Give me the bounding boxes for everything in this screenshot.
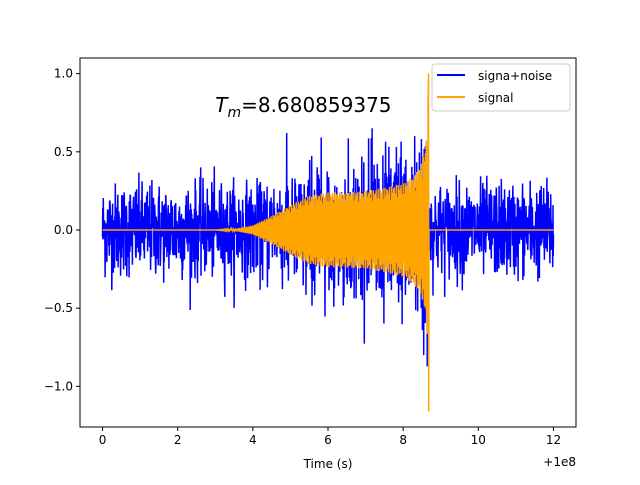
legend-label-noise: signa+noise (478, 69, 552, 83)
x-tick-label: 2 (174, 433, 182, 447)
series-line-signal (102, 73, 554, 412)
annotation-symbol: T (215, 93, 229, 117)
legend-box (431, 63, 571, 112)
x-tick-label: 4 (249, 433, 257, 447)
merger-time-annotation: Tm=8.680859375 (215, 93, 391, 121)
legend-label-signal: signal (478, 91, 514, 105)
x-axis: 0 2 4 6 8 10 12 (99, 427, 561, 447)
y-tick-label: −1.0 (44, 379, 73, 393)
y-tick-label: −0.5 (44, 301, 73, 315)
y-axis: −1.0 −0.5 0.0 0.5 1.0 (44, 67, 80, 393)
x-tick-label: 0 (99, 433, 107, 447)
x-axis-offset-label: +1e8 (543, 455, 576, 469)
plot-area (101, 73, 555, 412)
x-tick-label: 12 (546, 433, 561, 447)
x-tick-label: 6 (324, 433, 332, 447)
series-signal (102, 73, 554, 412)
y-tick-label: 0.0 (54, 223, 73, 237)
legend: signa+noise signal (431, 63, 571, 112)
x-axis-label: Time (s) (303, 457, 353, 471)
x-tick-label: 10 (471, 433, 486, 447)
y-tick-label: 1.0 (54, 67, 73, 81)
annotation-value: =8.680859375 (241, 93, 391, 117)
x-tick-label: 8 (399, 433, 407, 447)
annotation-subscript: m (228, 105, 242, 121)
y-tick-label: 0.5 (54, 145, 73, 159)
